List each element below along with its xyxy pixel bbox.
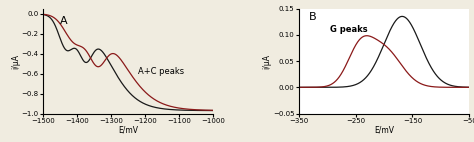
Y-axis label: i/μA: i/μA	[11, 54, 20, 69]
Text: B: B	[309, 12, 317, 22]
X-axis label: E/mV: E/mV	[374, 125, 394, 134]
Y-axis label: i/μA: i/μA	[263, 54, 272, 69]
X-axis label: E/mV: E/mV	[118, 125, 138, 134]
Text: A+C peaks: A+C peaks	[138, 67, 184, 76]
Text: A: A	[60, 16, 67, 26]
Text: G peaks: G peaks	[330, 25, 367, 34]
